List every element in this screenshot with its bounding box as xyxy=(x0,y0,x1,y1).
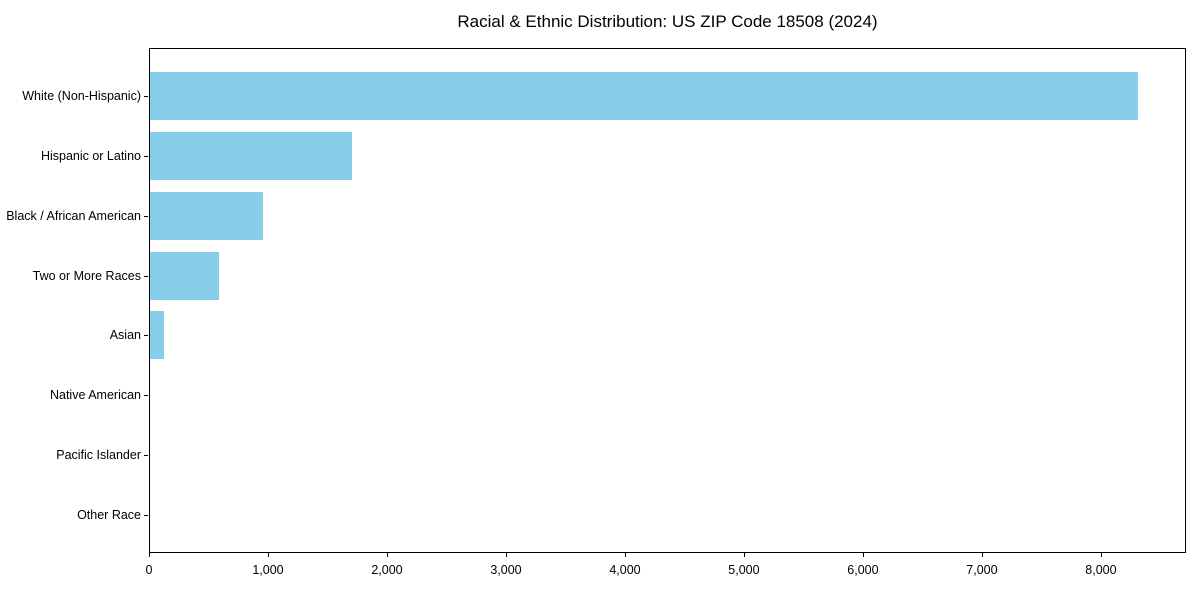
y-tick-label: Hispanic or Latino xyxy=(40,148,141,163)
bar-white-non-hispanic xyxy=(150,72,1138,120)
bar-black-african-american xyxy=(150,191,264,240)
y-tick-label: Black / African American xyxy=(6,208,141,223)
x-tick-label: 5,000 xyxy=(728,563,760,577)
x-tick-label: 2,000 xyxy=(371,563,403,577)
y-tick-label: Other Race xyxy=(77,507,141,522)
plot-area xyxy=(149,48,1186,553)
x-tick-label: 4,000 xyxy=(609,563,641,577)
bar-asian xyxy=(150,311,165,360)
y-tick-mark xyxy=(144,155,148,157)
y-tick-label: Asian xyxy=(109,328,141,343)
y-tick-mark xyxy=(144,215,148,217)
bar-two-or-more-races xyxy=(150,251,219,300)
y-tick-label: Two or More Races xyxy=(32,268,141,283)
x-tick-mark xyxy=(149,553,150,557)
y-tick-mark xyxy=(144,96,148,97)
x-tick-mark xyxy=(267,553,269,557)
x-tick-label: 6,000 xyxy=(847,563,879,577)
y-tick-mark xyxy=(144,275,148,277)
x-tick-label: 8,000 xyxy=(1085,563,1117,577)
y-tick-mark xyxy=(144,395,148,397)
x-tick-mark xyxy=(743,553,745,557)
x-tick-mark xyxy=(1100,553,1102,557)
x-tick-mark xyxy=(386,553,388,557)
x-tick-label: 0 xyxy=(145,563,153,577)
x-tick-label: 7,000 xyxy=(966,563,998,577)
y-tick-mark xyxy=(144,335,148,337)
chart-title: Racial & Ethnic Distribution: US ZIP Cod… xyxy=(457,12,878,31)
y-tick-label: Pacific Islander xyxy=(56,448,141,463)
x-tick-label: 1,000 xyxy=(252,563,284,577)
x-tick-mark xyxy=(981,553,983,557)
y-tick-label: Native American xyxy=(49,388,141,403)
x-tick-mark xyxy=(862,553,864,557)
y-tick-mark xyxy=(144,455,148,457)
y-tick-mark xyxy=(144,514,148,516)
x-tick-mark xyxy=(505,553,507,557)
y-tick-label: White (Non-Hispanic) xyxy=(22,89,141,103)
x-tick-label: 3,000 xyxy=(490,563,522,577)
bar-hispanic-or-latino xyxy=(150,131,353,180)
x-tick-mark xyxy=(624,553,626,557)
